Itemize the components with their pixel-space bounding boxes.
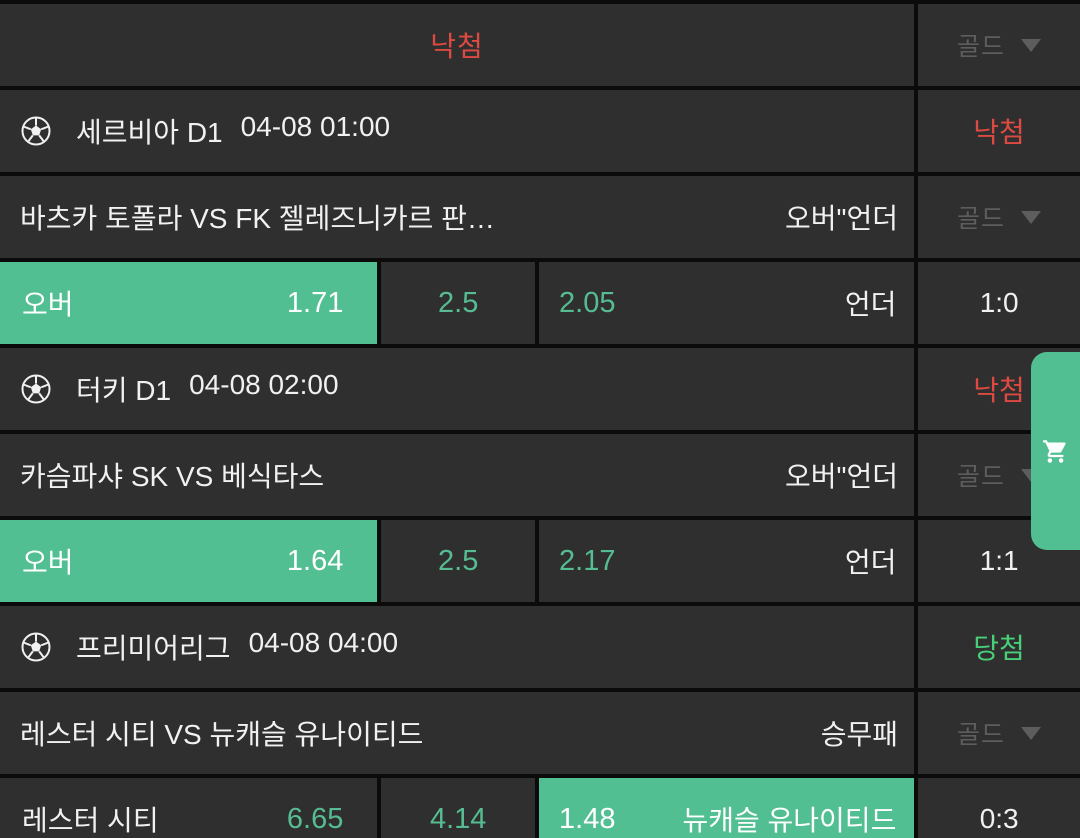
odds-cell-over[interactable]: 오버 1.71 [0, 262, 378, 344]
match-score: 1:1 [979, 545, 1019, 576]
odds-row: 오버 1.64 2.5 2.17 언더 1:1 [0, 520, 1080, 602]
odds-selection-label: 레스터 시티 [22, 805, 159, 836]
odds-value: 2.17 [559, 544, 616, 577]
odds-selection-label: 언더 [844, 547, 897, 578]
chevron-down-icon [1021, 726, 1041, 740]
league-name: 터키 D1 [76, 375, 172, 406]
kickoff-time: 04-08 02:00 [189, 369, 339, 400]
odds-line-value: 2.5 [438, 286, 479, 319]
league-name: 프리미어리그 [76, 633, 231, 664]
header-row: 낙첨 골드 [0, 4, 1080, 86]
odds-row: 오버 1.71 2.5 2.05 언더 1:0 [0, 262, 1080, 344]
odds-cell-under[interactable]: 2.17 언더 [539, 520, 915, 602]
currency-label: 골드 [956, 33, 1005, 61]
odds-selection-label: 언더 [844, 289, 897, 320]
result-status-label: 낙첨 [973, 117, 1025, 148]
currency-label: 골드 [956, 463, 1005, 491]
currency-label: 골드 [956, 205, 1005, 233]
header-status-cell: 낙첨 [0, 4, 914, 86]
league-info-cell: 세르비아 D1 04-08 01:00 [0, 90, 914, 172]
header-status-label: 낙첨 [430, 31, 484, 62]
result-status-label: 낙첨 [973, 375, 1025, 406]
match-row: 레스터 시티 VS 뉴캐슬 유나이티드 승무패 골드 [0, 692, 1080, 774]
match-score: 1:0 [979, 287, 1019, 318]
odds-value: 1.71 [286, 286, 344, 319]
odds-value: 6.65 [286, 802, 344, 835]
shopping-cart-icon [1043, 439, 1066, 463]
result-status-label: 당첨 [973, 633, 1025, 664]
league-info-cell: 터키 D1 04-08 02:00 [0, 348, 914, 430]
score-cell: 0:3 [918, 778, 1080, 838]
currency-dropdown[interactable]: 골드 [918, 176, 1080, 258]
score-cell: 1:0 [918, 262, 1080, 344]
market-type-label: 오버"언더 [785, 461, 898, 492]
odds-cell-home[interactable]: 레스터 시티 6.65 [0, 778, 378, 838]
kickoff-time: 04-08 04:00 [248, 627, 399, 658]
match-row: 바츠카 토폴라 VS FK 젤레즈니카르 판… 오버"언더 골드 [0, 176, 1080, 258]
match-teams: 카슴파샤 SK VS 베식타스 [20, 461, 325, 492]
market-type-label: 승무패 [820, 719, 898, 750]
chevron-down-icon [1021, 38, 1041, 52]
odds-cell-over[interactable]: 오버 1.64 [0, 520, 378, 602]
odds-cell-line[interactable]: 2.5 [381, 520, 536, 602]
soccer-ball-icon [21, 374, 51, 404]
odds-line-value: 2.5 [438, 544, 479, 577]
match-row: 카슴파샤 SK VS 베식타스 오버"언더 골드 [0, 434, 1080, 516]
league-info-cell: 프리미어리그 04-08 04:00 [0, 606, 914, 688]
odds-cell-line[interactable]: 2.5 [381, 262, 536, 344]
odds-cell-draw[interactable]: 4.14 [381, 778, 536, 838]
currency-dropdown[interactable]: 골드 [918, 692, 1080, 774]
currency-label: 골드 [956, 721, 1005, 749]
odds-value: 1.48 [559, 802, 616, 835]
match-teams: 바츠카 토폴라 VS FK 젤레즈니카르 판… [20, 203, 495, 234]
league-name: 세르비아 D1 [76, 117, 223, 148]
match-info-cell: 카슴파샤 SK VS 베식타스 오버"언더 [0, 434, 914, 516]
soccer-ball-icon [21, 116, 51, 146]
odds-cell-under[interactable]: 2.05 언더 [539, 262, 915, 344]
odds-selection-label: 오버 [22, 547, 74, 578]
odds-value: 1.64 [286, 544, 344, 577]
match-teams: 레스터 시티 VS 뉴캐슬 유나이티드 [20, 719, 424, 750]
chevron-down-icon [1021, 210, 1041, 224]
result-status-cell: 당첨 [918, 606, 1080, 688]
market-type-label: 오버"언더 [785, 203, 898, 234]
odds-selection-label: 오버 [22, 289, 74, 320]
cart-button[interactable] [1031, 352, 1080, 550]
match-info-cell: 바츠카 토폴라 VS FK 젤레즈니카르 판… 오버"언더 [0, 176, 914, 258]
odds-row: 레스터 시티 6.65 4.14 1.48 뉴캐슬 유나이티드 0:3 [0, 778, 1080, 838]
odds-value: 2.05 [559, 286, 616, 319]
league-row: 프리미어리그 04-08 04:00 당첨 [0, 606, 1080, 688]
kickoff-time: 04-08 01:00 [240, 111, 391, 142]
match-score: 0:3 [979, 803, 1019, 834]
odds-cell-away[interactable]: 1.48 뉴캐슬 유나이티드 [539, 778, 915, 838]
odds-line-value: 4.14 [429, 802, 487, 835]
header-currency-dropdown[interactable]: 골드 [918, 4, 1080, 86]
soccer-ball-icon [21, 632, 51, 662]
match-info-cell: 레스터 시티 VS 뉴캐슬 유나이티드 승무패 [0, 692, 914, 774]
result-status-cell: 낙첨 [918, 90, 1080, 172]
league-row: 세르비아 D1 04-08 01:00 낙첨 [0, 90, 1080, 172]
league-row: 터키 D1 04-08 02:00 낙첨 [0, 348, 1080, 430]
odds-selection-label: 뉴캐슬 유나이티드 [682, 805, 897, 836]
